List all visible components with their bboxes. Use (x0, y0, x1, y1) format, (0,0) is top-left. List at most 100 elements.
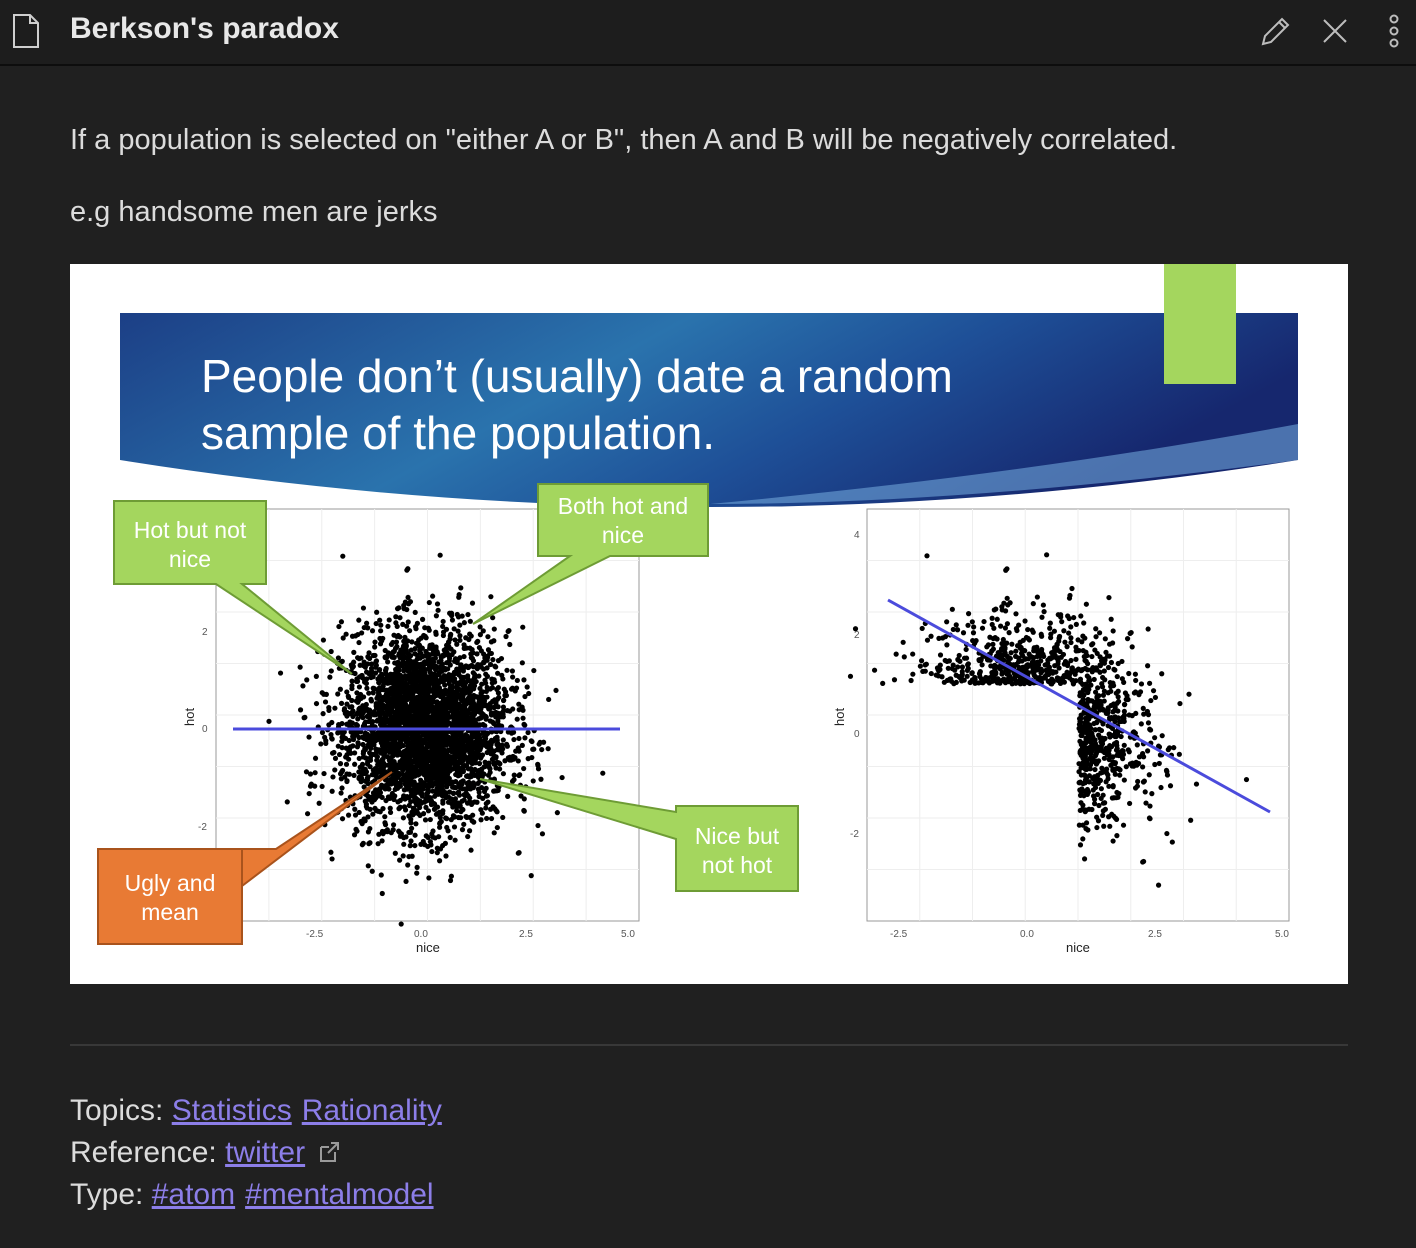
right-scatter-point (1092, 667, 1098, 673)
left-scatter-point (419, 616, 426, 622)
right-scatter-point (945, 665, 951, 671)
right-scatter-point (1106, 814, 1112, 820)
right-scatter-point (1073, 648, 1079, 654)
left-scatter-point (392, 710, 398, 716)
right-scatter-point (1132, 785, 1139, 791)
topics-label: Topics: (70, 1094, 164, 1127)
right-scatter-point (1098, 746, 1104, 752)
left-scatter-point (450, 804, 456, 810)
left-scatter-point (479, 681, 485, 687)
left-scatter-point (499, 742, 506, 749)
left-ytick-neg2: -2 (198, 822, 207, 833)
right-scatter-point (1092, 727, 1098, 733)
topic-link-statistics[interactable]: Statistics (171, 1094, 292, 1127)
left-scatter-point (403, 647, 409, 653)
left-scatter-point (447, 697, 453, 703)
figure-svg: People don’t (usually) date a random sam… (97, 264, 1298, 955)
left-scatter-point (450, 790, 457, 797)
berkson-figure: People don’t (usually) date a random sam… (70, 264, 1348, 984)
right-scatter-point (1094, 694, 1100, 700)
left-scatter-point (554, 810, 560, 816)
right-scatter-point (1150, 688, 1157, 694)
left-scatter-point (415, 706, 421, 713)
left-scatter-point (355, 716, 361, 722)
left-scatter-point (452, 656, 459, 662)
left-scatter-point (405, 862, 411, 868)
right-scatter-point (1120, 822, 1127, 828)
left-scatter-point (482, 677, 488, 683)
left-scatter-point (520, 707, 526, 713)
left-scatter-point (437, 688, 443, 694)
left-scatter-point (492, 806, 498, 812)
left-scatter-point (339, 816, 346, 822)
left-scatter-point (384, 754, 391, 760)
right-ytick-neg2: -2 (850, 829, 859, 840)
right-scatter-point (1091, 777, 1097, 783)
left-scatter-point (483, 793, 489, 799)
left-scatter-point (332, 705, 338, 711)
right-scatter-point (1114, 673, 1120, 680)
right-scatter-point (989, 615, 995, 621)
close-icon (1323, 19, 1347, 43)
left-scatter-point (347, 719, 353, 725)
left-scatter-point (362, 664, 368, 670)
left-scatter-point (361, 624, 367, 631)
left-scatter-point (483, 805, 489, 811)
right-scatter-point (919, 625, 925, 632)
left-scatter-point (361, 784, 367, 790)
right-scatter-point (1071, 614, 1077, 621)
left-scatter-point (500, 771, 506, 777)
left-scatter-point (525, 729, 531, 736)
left-scatter-point (491, 788, 497, 794)
right-scatter-point (1047, 620, 1053, 626)
divider (70, 1044, 1348, 1046)
callout-both-hot-nice: Both hot and nice (472, 483, 709, 625)
left-scatter-point (441, 652, 447, 658)
right-scatter-point (1104, 653, 1111, 659)
close-button[interactable] (1315, 12, 1355, 52)
left-scatter-point (400, 815, 406, 821)
right-scatter-point (1064, 669, 1070, 675)
left-scatter-point (493, 754, 499, 760)
tag-link-atom[interactable]: #atom (151, 1178, 236, 1211)
left-scatter-point (480, 628, 486, 634)
left-scatter-point (465, 785, 471, 792)
reference-link-twitter[interactable]: twitter (225, 1136, 306, 1169)
left-scatter-point (404, 623, 410, 629)
left-scatter-point (486, 760, 492, 766)
left-scatter-point (353, 678, 360, 685)
left-scatter-point (432, 655, 438, 661)
left-scatter-point (531, 667, 537, 674)
left-scatter-point (378, 758, 384, 765)
left-scatter-point (459, 613, 465, 619)
left-scatter-point (379, 838, 385, 844)
left-scatter-point (425, 674, 431, 680)
right-scatter-point (1101, 755, 1107, 761)
left-scatter-point (301, 715, 307, 721)
left-scatter-point (390, 822, 397, 828)
left-scatter-point (483, 785, 489, 791)
left-scatter-point (329, 719, 335, 726)
left-scatter-point (455, 628, 461, 634)
more-options-button[interactable] (1376, 12, 1416, 52)
topic-link-rationality[interactable]: Rationality (301, 1094, 442, 1127)
right-scatter-point (950, 662, 956, 668)
left-scatter-point (471, 680, 477, 686)
left-scatter-point (400, 621, 406, 627)
right-scatter-point (1133, 677, 1139, 684)
left-scatter-point (339, 738, 345, 744)
left-scatter-point (393, 614, 399, 620)
left-scatter-point (413, 681, 419, 687)
tag-link-mentalmodel[interactable]: #mentalmodel (245, 1178, 434, 1211)
left-scatter-point (370, 719, 376, 725)
right-scatter-point (1080, 633, 1086, 639)
left-scatter-point (343, 745, 349, 751)
left-scatter-point (362, 770, 368, 777)
right-scatter-point (1123, 764, 1129, 770)
edit-button[interactable] (1255, 12, 1295, 52)
note-title: Berkson's paradox (70, 12, 339, 45)
left-scatter-point (519, 742, 525, 748)
left-scatter-point (351, 659, 357, 665)
left-scatter-point (459, 827, 466, 833)
left-scatter-point (412, 609, 418, 616)
